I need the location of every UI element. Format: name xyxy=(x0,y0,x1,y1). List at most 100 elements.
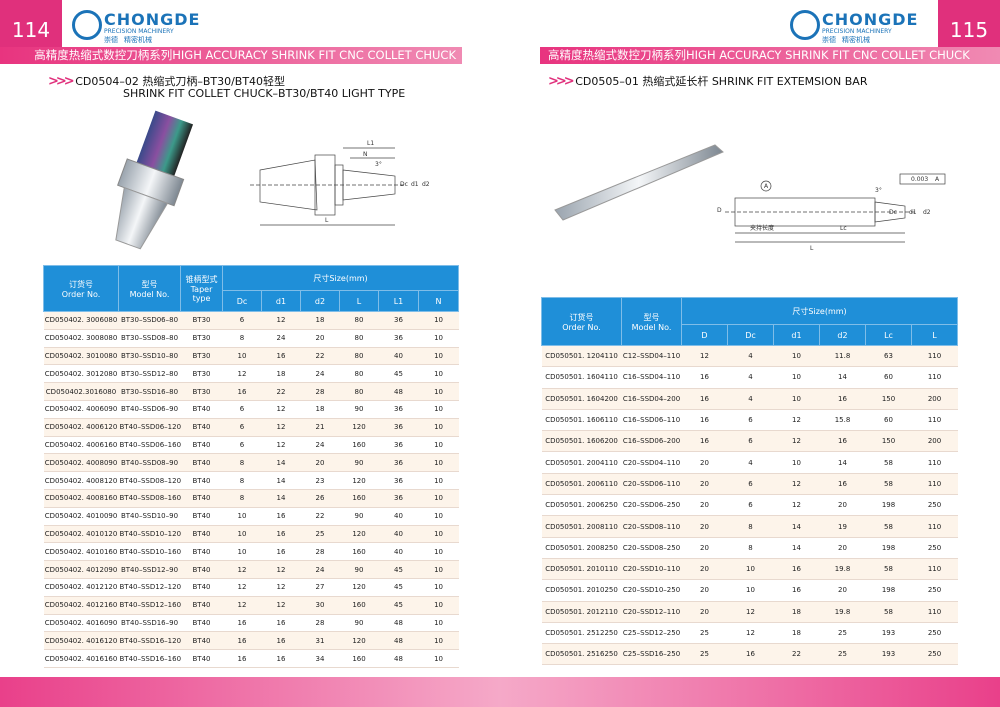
logo-chinese: 崇德 xyxy=(822,36,836,44)
diagram-label: L1 xyxy=(367,140,374,147)
cell: 120 xyxy=(339,418,379,437)
cell: 12 xyxy=(261,596,301,615)
section-title: >>> CD0504–02 热缩式刀柄–BT30/BT40轻型 xyxy=(48,73,285,89)
cell: 24 xyxy=(300,364,340,384)
cell: 20 xyxy=(681,473,728,496)
cell: C20–SSD04–110 xyxy=(621,451,682,474)
logo-brand: CHONGDE xyxy=(822,10,919,29)
cell: 6 xyxy=(727,473,774,496)
cell: BT30–SSD06–80 xyxy=(118,311,181,330)
spec-table: 订货号 Order No. 型号 Model No. 锥柄型式 Taper type 尺寸S… xyxy=(43,265,460,668)
cell: 40 xyxy=(378,347,419,366)
cell: 36 xyxy=(378,436,419,455)
diagram-label: L xyxy=(810,245,814,252)
cell: C20–SSD10–250 xyxy=(621,579,682,602)
cell: 6 xyxy=(222,400,262,419)
cell: 36 xyxy=(378,311,419,330)
cell: 16 xyxy=(681,388,728,410)
cell: BT40–SSD06–160 xyxy=(118,436,181,455)
cell: BT40 xyxy=(180,418,223,437)
cell: 20 xyxy=(819,579,866,602)
cell: 193 xyxy=(865,643,912,666)
cell: 110 xyxy=(911,409,958,432)
cell: CD050501. 2512250 xyxy=(541,622,622,645)
cell: 58 xyxy=(865,558,912,581)
cell: BT40 xyxy=(180,471,223,490)
data-row: CD050402. 4016090 BT40–SSD16–90 BT40 16 16 28… xyxy=(43,614,459,633)
cell: 160 xyxy=(339,436,379,455)
cell: 25 xyxy=(681,622,728,645)
cell: CD050402. 4012160 xyxy=(43,596,119,615)
cell: 200 xyxy=(911,388,958,410)
cell: 19.8 xyxy=(819,601,866,623)
cell: 58 xyxy=(865,601,912,623)
cell: 20 xyxy=(681,494,728,517)
cell: 16 xyxy=(261,542,301,562)
cell: 16 xyxy=(681,430,728,453)
cell: 90 xyxy=(339,400,379,419)
cell: C16–SSD06–200 xyxy=(621,430,682,453)
data-row: CD050501. 1606200 C16–SSD06–200 16 6 12 16 150… xyxy=(541,430,958,453)
cell: 20 xyxy=(819,537,866,559)
cell: BT40–SSD08–90 xyxy=(118,453,181,473)
cell: 120 xyxy=(339,631,379,651)
cell: 160 xyxy=(339,596,379,615)
cell: BT40–SSD08–160 xyxy=(118,489,181,508)
cell: 60 xyxy=(865,409,912,432)
data-row: CD050402. 3008080 BT30–SSD08–80 BT30 8 24 20 8… xyxy=(43,329,459,348)
cell: 16 xyxy=(819,473,866,496)
cell: CD050402. 4012120 xyxy=(43,578,119,597)
data-row: CD050402. 4008090 BT40–SSD08–90 BT40 8 14 20 9… xyxy=(43,453,459,473)
cell: 10 xyxy=(418,560,459,579)
cell: 14 xyxy=(819,366,866,389)
cell: BT40 xyxy=(180,614,223,633)
cell: 10 xyxy=(222,507,262,526)
cell: 4 xyxy=(727,388,774,410)
cell: BT40–SSD16–160 xyxy=(118,649,181,668)
cell: 12 xyxy=(681,345,728,368)
diagram-label: Dc xyxy=(889,209,897,216)
cell: CD050501. 2006110 xyxy=(541,473,622,496)
header-en: Taper type xyxy=(190,285,213,303)
cell: 120 xyxy=(339,471,379,490)
data-row: CD050501. 1604110 C16–SSD04–110 16 4 10 14 60 1… xyxy=(541,366,958,389)
cell: 20 xyxy=(300,453,340,473)
cell: 80 xyxy=(339,347,379,366)
cell: BT40–SSD10–120 xyxy=(118,525,181,544)
cell: CD050402. 4010160 xyxy=(43,542,119,562)
cell: 30 xyxy=(300,596,340,615)
cell: 58 xyxy=(865,515,912,538)
cell: 40 xyxy=(378,525,419,544)
cell: 19 xyxy=(819,515,866,538)
cell: CD050402. 4016160 xyxy=(43,649,119,668)
cell: BT40 xyxy=(180,436,223,455)
data-row: CD050402. 4008120 BT40–SSD08–120 BT40 8 14 23… xyxy=(43,471,459,490)
cell: 160 xyxy=(339,542,379,562)
cell: 10 xyxy=(418,311,459,330)
cell: 63 xyxy=(865,345,912,368)
cell: CD050501. 1604200 xyxy=(541,388,622,410)
diagram-label: d1 xyxy=(411,181,419,188)
cell: CD050402. 3012080 xyxy=(43,364,119,384)
cell: 20 xyxy=(681,537,728,559)
cell: 10 xyxy=(418,631,459,651)
size-column: d2 xyxy=(300,290,340,312)
cell: BT30 xyxy=(180,311,223,330)
cell: 20 xyxy=(681,601,728,623)
cell: 16 xyxy=(773,579,820,602)
cell: 18 xyxy=(300,400,340,419)
cell: 20 xyxy=(681,579,728,602)
cell: 20 xyxy=(681,451,728,474)
data-row: CD050402. 4012160 BT40–SSD12–160 BT40 12 12 3… xyxy=(43,596,459,615)
cell: 14 xyxy=(773,537,820,559)
header-en: Model No. xyxy=(631,322,672,332)
data-row: CD050402. 3006080 BT30–SSD06–80 BT30 6 12 18 8… xyxy=(43,311,459,330)
cell: 36 xyxy=(378,400,419,419)
cell: 22 xyxy=(300,347,340,366)
cell: 20 xyxy=(681,515,728,538)
cell: 28 xyxy=(300,614,340,633)
cell: 4 xyxy=(727,451,774,474)
cell: 20 xyxy=(300,329,340,348)
cell: BT40–SSD10–90 xyxy=(118,507,181,526)
cell: 25 xyxy=(681,643,728,666)
